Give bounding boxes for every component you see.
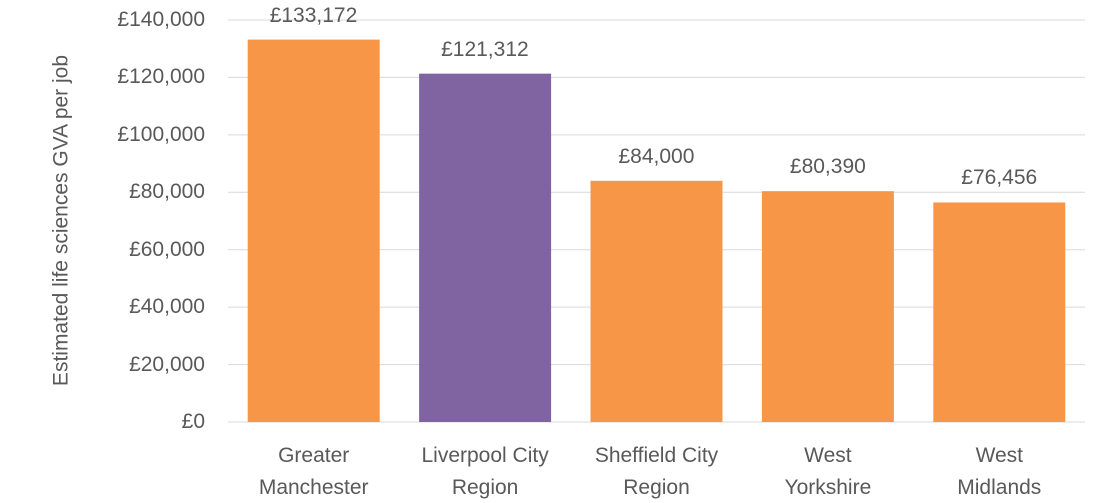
data-label: £80,390 [789, 155, 866, 179]
data-label: £133,172 [269, 3, 358, 27]
data-label: £84,000 [618, 144, 695, 168]
x-tick-label: West Midlands [957, 444, 1042, 499]
y-tick-label: £120,000 [117, 65, 205, 89]
y-axis-title: Estimated life sciences GVA per job [49, 54, 73, 387]
bar [590, 180, 723, 422]
y-tick-label: £40,000 [129, 295, 205, 319]
y-tick-label: £60,000 [129, 237, 205, 261]
data-label: £121,312 [441, 37, 529, 61]
x-tick-label: Greater Manchester [258, 444, 369, 499]
x-tick-label: Sheffield City Region [594, 444, 719, 499]
y-tick-label: £0 [181, 410, 205, 433]
y-tick-label: £20,000 [129, 352, 205, 376]
data-label: £76,456 [961, 166, 1038, 190]
x-tick-label: Liverpool City Region [421, 444, 549, 499]
x-tick-label: West Yorkshire [784, 444, 872, 499]
bar [419, 73, 552, 422]
y-tick-label: £100,000 [117, 122, 205, 146]
y-tick-label: £80,000 [129, 180, 205, 204]
bar [247, 39, 380, 423]
y-tick-label: £140,000 [117, 8, 205, 31]
bar [761, 191, 894, 422]
bar [933, 202, 1066, 422]
